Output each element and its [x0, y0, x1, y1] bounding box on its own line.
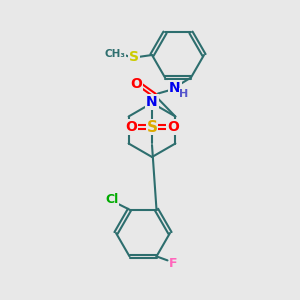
Text: O: O: [125, 120, 137, 134]
Text: O: O: [167, 120, 179, 134]
Text: S: S: [146, 119, 158, 134]
Text: Cl: Cl: [105, 193, 118, 206]
Text: O: O: [130, 76, 142, 91]
Text: N: N: [146, 95, 158, 109]
Text: H: H: [179, 88, 189, 98]
Text: S: S: [129, 50, 139, 64]
Text: F: F: [169, 257, 178, 270]
Text: CH₃: CH₃: [104, 49, 125, 59]
Text: N: N: [169, 80, 181, 94]
